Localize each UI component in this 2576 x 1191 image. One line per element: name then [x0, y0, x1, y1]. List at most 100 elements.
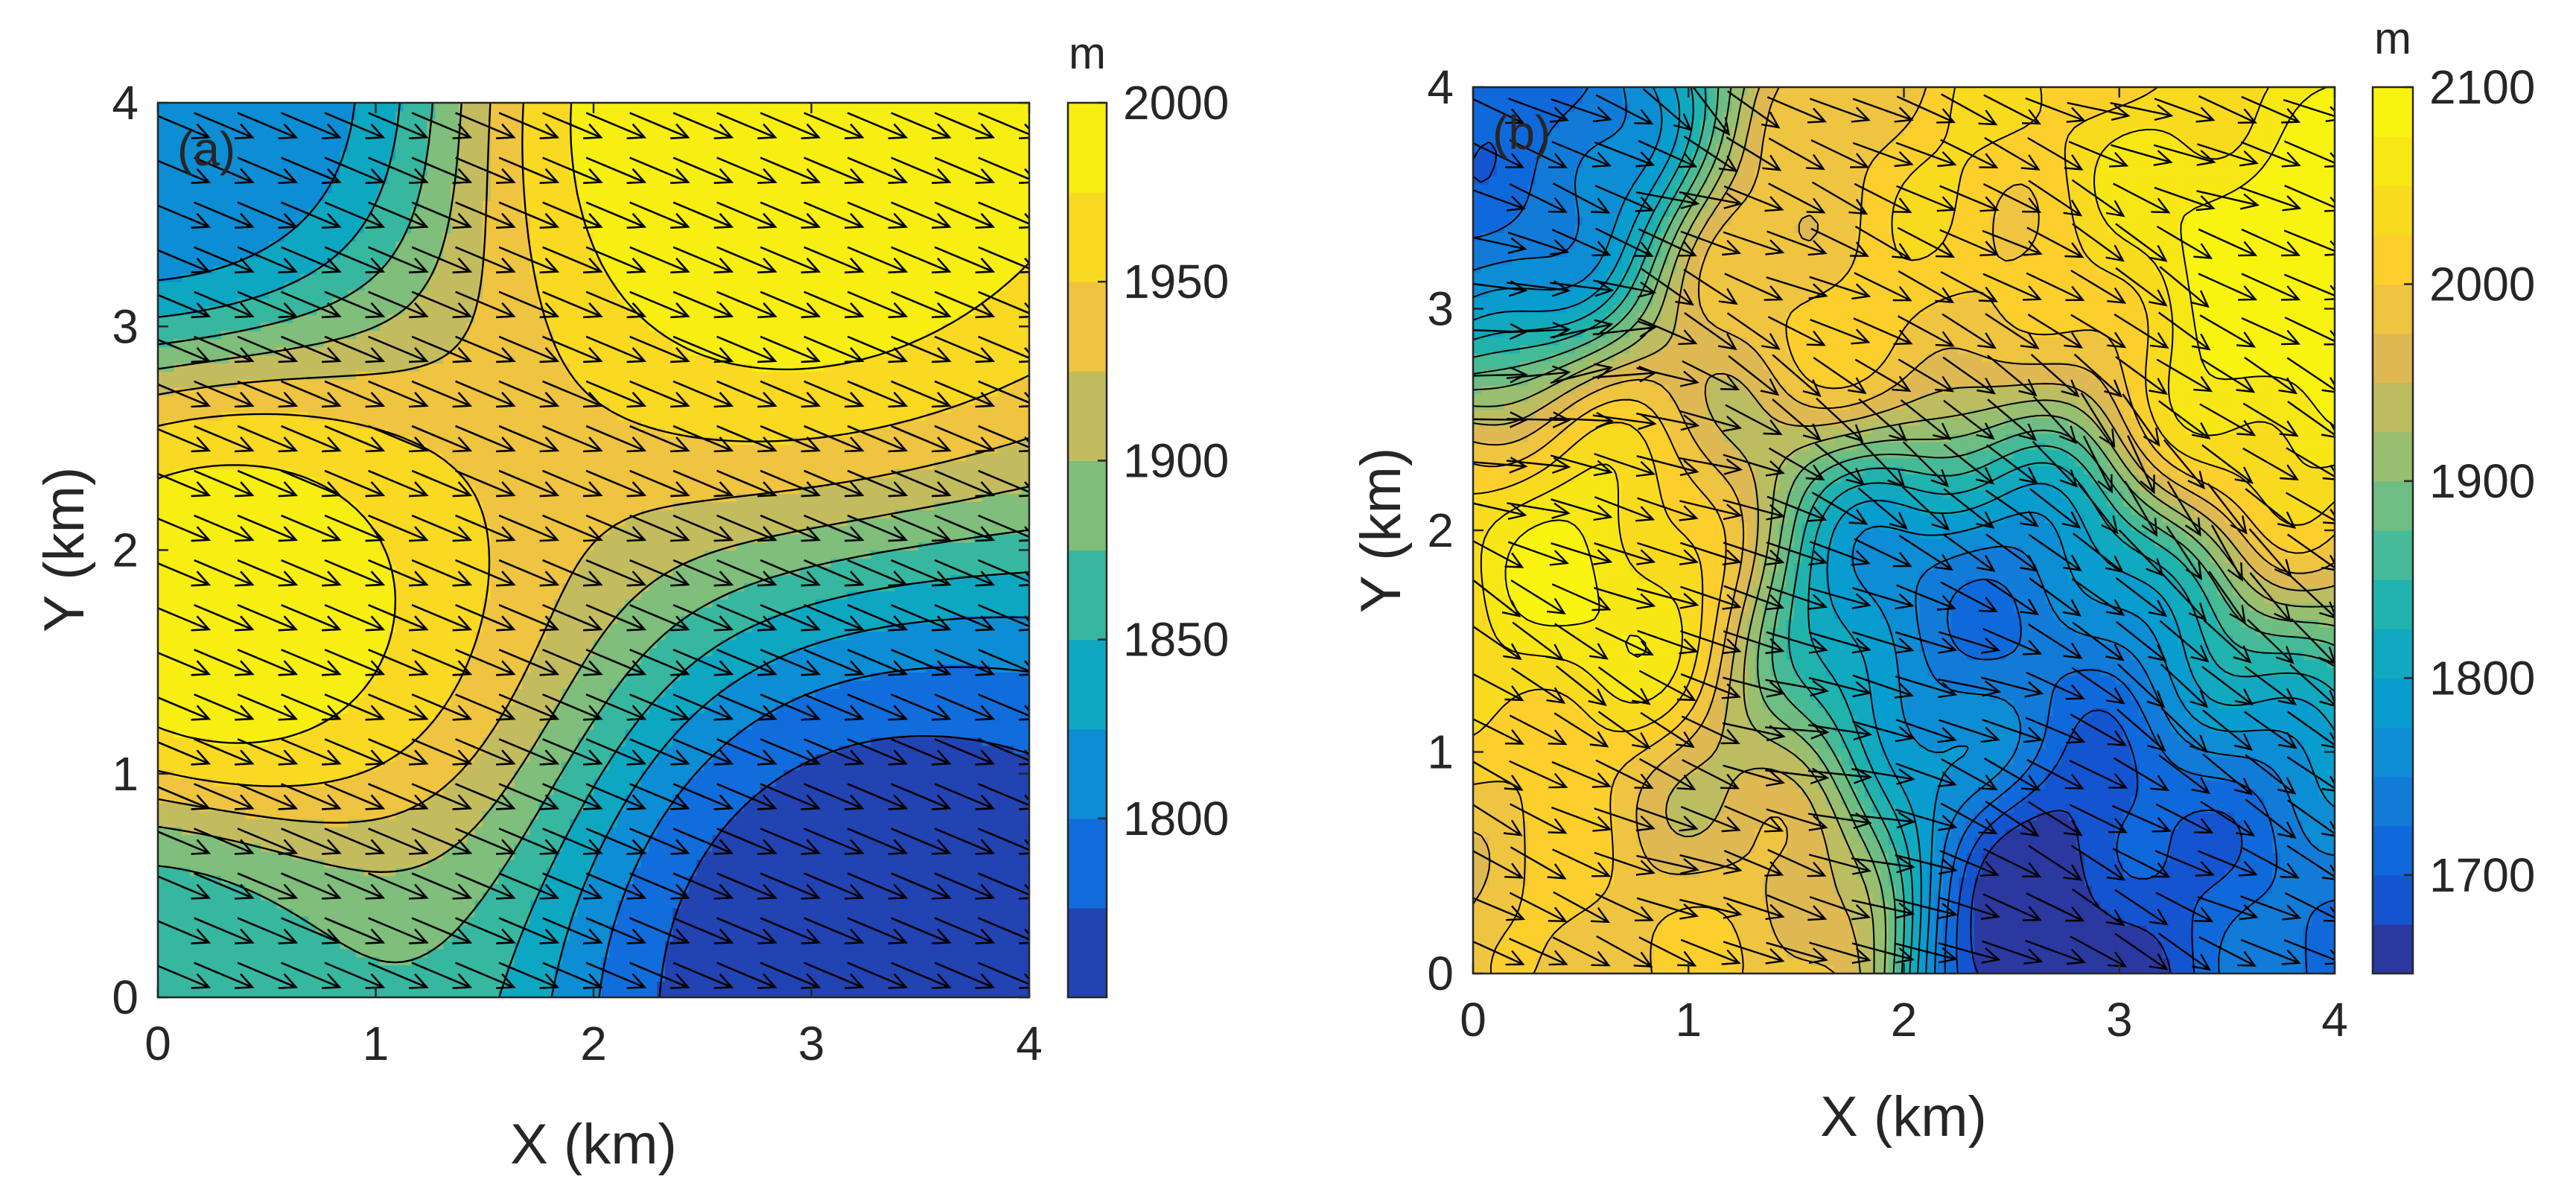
contour-cell [197, 688, 206, 697]
contour-cell [728, 688, 737, 697]
contour-cell [498, 859, 507, 868]
contour-cell [442, 981, 452, 990]
contour-cell [672, 973, 681, 982]
contour-cell [902, 859, 912, 868]
contour-cell [284, 875, 293, 884]
contour-cell [918, 883, 927, 892]
contour-cell [768, 826, 777, 836]
contour-cell [570, 892, 579, 901]
contour-cell [261, 932, 270, 941]
contour-cell [403, 801, 413, 811]
contour-cell [355, 623, 365, 632]
contour-cell [308, 745, 317, 755]
contour-cell [950, 769, 959, 779]
contour-cell [664, 778, 674, 787]
contour-cell [442, 899, 452, 909]
contour-cell [878, 647, 888, 657]
contour-cell [261, 688, 270, 697]
contour-cell [918, 973, 927, 982]
contour-cell [902, 720, 912, 730]
contour-cell [427, 883, 436, 892]
contour-cell [474, 981, 483, 990]
contour-cell [855, 761, 864, 771]
contour-cell [189, 851, 198, 860]
contour-cell [617, 664, 626, 673]
contour-cell [926, 842, 935, 852]
contour-cell [284, 907, 293, 917]
contour-cell [284, 810, 293, 819]
contour-cell [245, 965, 254, 974]
contour-cell [997, 867, 1006, 877]
contour-cell [442, 989, 452, 997]
contour-cell [165, 786, 175, 795]
contour-cell [878, 778, 888, 787]
contour-cell [823, 842, 832, 852]
contour-cell [1021, 728, 1029, 738]
contour-cell [570, 696, 579, 705]
contour-cell [601, 892, 611, 901]
contour-cell [886, 818, 895, 828]
contour-cell [839, 647, 848, 657]
contour-cell [649, 696, 658, 705]
contour-cell [625, 786, 634, 795]
contour-cell [522, 631, 531, 641]
contour-cell [744, 801, 753, 811]
contour-cell [292, 769, 302, 779]
contour-cell [237, 761, 246, 771]
contour-cell [664, 753, 674, 763]
contour-cell [553, 932, 563, 941]
contour-cell [395, 753, 404, 763]
contour-cell [934, 948, 943, 958]
contour-cell [261, 981, 270, 990]
contour-cell [300, 907, 309, 917]
contour-cell [553, 761, 563, 771]
contour-cell [490, 965, 500, 974]
contour-cell [720, 810, 729, 819]
contour-cell [483, 639, 492, 649]
contour-cell [483, 769, 492, 779]
contour-cell [474, 973, 483, 982]
contour-cell [355, 907, 365, 917]
contour-cell [902, 867, 912, 877]
contour-cell [594, 647, 602, 657]
contour-cell [585, 728, 594, 738]
contour-cell [538, 948, 547, 958]
contour-cell [681, 875, 690, 884]
contour-cell [594, 786, 602, 795]
contour-cell [799, 786, 808, 795]
contour-cell [728, 655, 737, 665]
contour-cell [197, 680, 206, 689]
contour-cell [308, 728, 317, 738]
contour-cell [577, 786, 587, 795]
contour-cell [268, 810, 278, 819]
contour-cell [387, 696, 396, 705]
contour-cell [871, 851, 880, 860]
contour-cell [411, 859, 420, 868]
contour-cell [324, 680, 333, 689]
contour-cell [379, 948, 389, 958]
contour-cell [284, 623, 293, 632]
contour-cell [490, 688, 500, 697]
contour-cell [736, 883, 745, 892]
contour-cell [744, 688, 753, 697]
contour-cell [562, 981, 570, 990]
contour-cell [839, 924, 848, 933]
contour-cell [284, 818, 293, 828]
contour-cell [284, 801, 293, 811]
contour-cell [395, 842, 404, 852]
contour-cell [664, 647, 674, 657]
contour-cell [918, 728, 927, 738]
contour-cell [751, 769, 761, 779]
contour-cell [403, 973, 413, 982]
contour-cell [625, 956, 634, 966]
contour-cell [237, 834, 246, 844]
contour-cell [165, 801, 175, 811]
contour-cell [174, 680, 182, 689]
contour-cell [316, 834, 325, 844]
contour-cell [688, 932, 698, 941]
contour-cell [498, 883, 507, 892]
contour-cell [213, 956, 222, 966]
contour-cell [284, 981, 293, 990]
contour-cell [950, 932, 959, 941]
contour-cell [704, 720, 713, 730]
